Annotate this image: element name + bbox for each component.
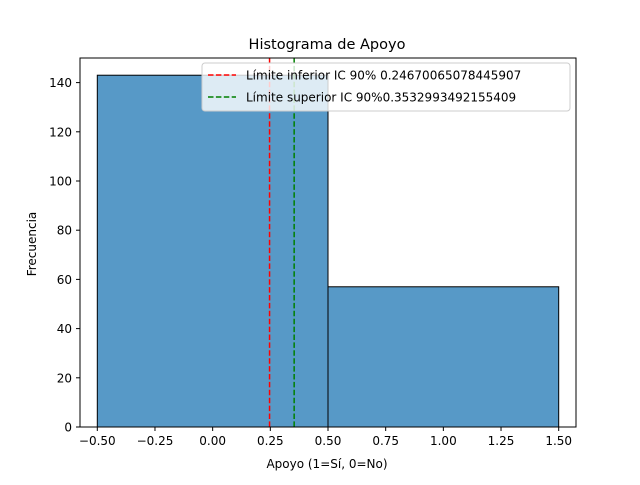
histogram-bar-2: [327, 286, 560, 428]
x-axis-ticks: −0.50 −0.25 0.00 0.25 0.50 0.75 1.00 1.25 1.50: [79, 427, 572, 448]
x-tick-label: 0.75: [372, 434, 399, 448]
y-tick-label: 140: [49, 76, 72, 90]
y-tick-label: 60: [57, 273, 72, 287]
chart-title: Histograma de Apoyo: [249, 37, 406, 53]
histogram-bar-1: [96, 74, 329, 428]
x-tick-label: 0.50: [315, 434, 342, 448]
legend: Límite inferior IC 90% 0.246700650784459…: [201, 62, 571, 112]
x-tick-label: −0.50: [79, 434, 116, 448]
y-tick-label: 40: [57, 322, 72, 336]
x-tick-label: 1.50: [545, 434, 572, 448]
x-tick-label: 0.00: [199, 434, 226, 448]
y-axis-label: Frecuencia: [25, 212, 39, 277]
x-tick-label: −0.25: [137, 434, 174, 448]
y-tick-label: 100: [49, 175, 72, 189]
legend-label: Límite inferior IC 90% 0.246700650784459…: [246, 69, 521, 83]
y-tick-label: 120: [49, 125, 72, 139]
x-tick-label: 0.25: [257, 434, 284, 448]
y-tick-label: 20: [57, 371, 72, 385]
legend-box: [201, 62, 571, 112]
y-tick-label: 80: [57, 224, 72, 238]
y-tick-label: 0: [64, 421, 72, 435]
bars-group: [96, 74, 560, 428]
legend-label: Límite superior IC 90%0.3532993492155409: [246, 91, 516, 105]
x-tick-label: 1.00: [430, 434, 457, 448]
ci-lines-group: [268, 58, 295, 427]
x-axis-label: Apoyo (1=Sí, 0=No): [266, 457, 387, 471]
x-tick-label: 1.25: [488, 434, 515, 448]
y-axis-ticks: 0 20 40 60 80 100 120 140: [49, 76, 80, 435]
